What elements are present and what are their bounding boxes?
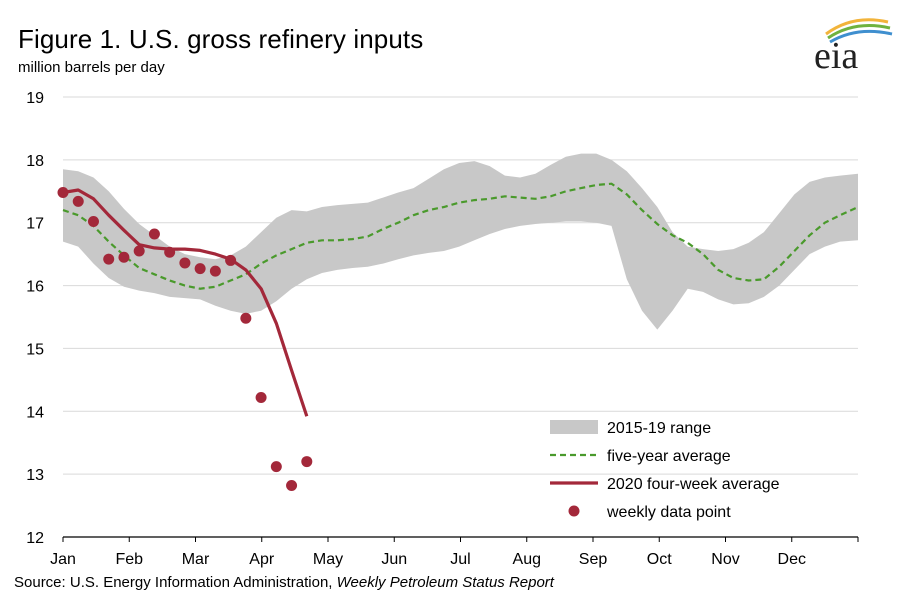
x-tick-label-nov: Nov [711,551,739,568]
eia-logo-graphic: eia [814,18,893,77]
y-tick-label-12: 12 [26,530,44,547]
legend-swatch-weekly [568,505,580,517]
legend-label-four_week: 2020 four-week average [607,476,780,493]
series-line-layer [62,182,859,417]
source-report: Weekly Petroleum Status Report [336,574,554,591]
weekly-data-point [179,257,191,269]
range-band-layer [63,153,858,330]
weekly-data-point [72,195,84,207]
gridlines [63,96,858,475]
y-axis-unit-label: million barrels per day [18,59,165,76]
legend-label-range: 2015-19 range [607,420,711,437]
source-note: Source: U.S. Energy Information Administ… [14,574,554,591]
weekly-points-layer [57,187,313,491]
x-tick-label-jan: Jan [50,551,76,568]
weekly-data-point [103,253,115,265]
legend-label-avg: five-year average [607,448,731,465]
x-tick-label-jul: Jul [450,551,470,568]
x-tick-labels: Jan Feb Mar Apr May Jun Jul Aug Sep Oct Nov Dec [50,551,806,568]
axes [62,536,859,542]
weekly-data-point [209,265,221,277]
x-tick-label-oct: Oct [647,551,672,568]
y-tick-label-14: 14 [26,404,44,421]
legend-label-weekly: weekly data point [606,504,731,521]
eia-logo: eia [808,12,898,79]
y-tick-label-17: 17 [26,216,44,233]
x-tick-label-jun: Jun [381,551,407,568]
x-tick-label-dec: Dec [778,551,806,568]
weekly-data-point [148,228,160,240]
y-tick-labels: 12 13 14 15 16 17 18 19 [26,90,44,547]
weekly-data-point [225,254,237,266]
x-tick-label-sep: Sep [579,551,608,568]
weekly-data-point [194,263,206,275]
range-band-2015-19 [63,153,858,330]
x-tick-label-mar: Mar [182,551,210,568]
legend: 2015-19 range five-year average 2020 four-… [550,420,780,521]
weekly-data-point [118,251,130,263]
source-prefix: Source: U.S. Energy Information Administ… [14,574,337,591]
weekly-data-point [301,456,313,468]
legend-swatch-range [550,420,598,434]
weekly-data-point [255,391,267,403]
x-tick-label-aug: Aug [513,551,541,568]
chart-title: Figure 1. U.S. gross refinery inputs [18,24,424,54]
weekly-data-point [240,312,252,324]
x-tick-label-apr: Apr [249,551,275,568]
y-tick-label-18: 18 [26,153,44,170]
y-tick-label-19: 19 [26,90,44,107]
weekly-data-point [270,461,282,473]
weekly-data-point [133,245,145,257]
weekly-data-point [164,246,176,258]
y-tick-label-15: 15 [26,341,44,358]
y-tick-label-16: 16 [26,279,44,296]
four-week-average-line [62,188,309,417]
x-tick-label-may: May [313,551,343,568]
x-tick-label-feb: Feb [115,551,143,568]
y-tick-label-13: 13 [26,467,44,484]
weekly-data-point [57,187,69,199]
eia-logo-text: eia [814,35,858,74]
weekly-data-point [286,479,298,491]
weekly-data-point [87,215,99,227]
